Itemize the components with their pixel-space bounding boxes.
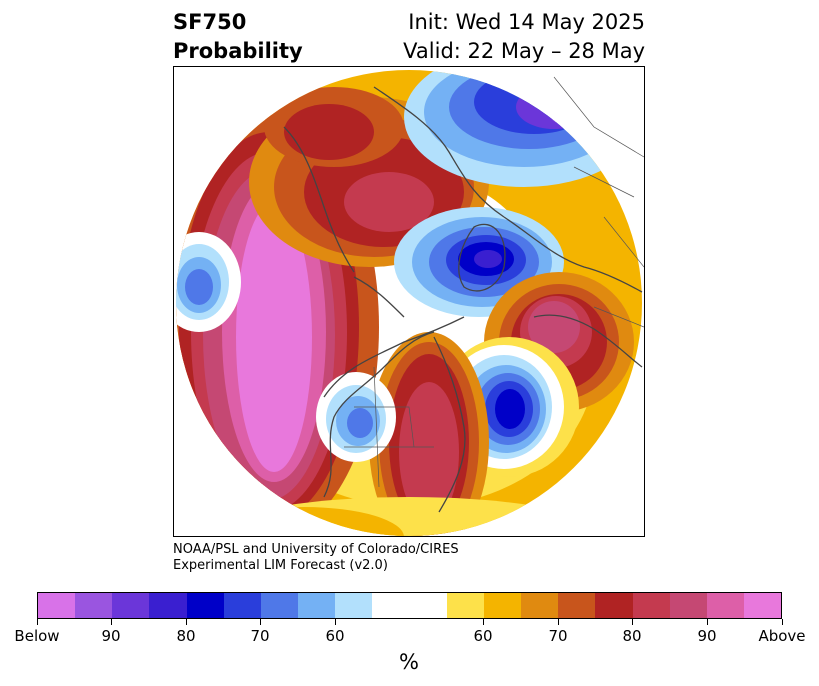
colorbar-tick [110, 619, 112, 625]
colorbar-tick-label: 60 [325, 627, 345, 645]
map-title: SF750 Probability [173, 8, 303, 66]
colorbar-segment [223, 593, 261, 618]
colorbar-segment [446, 593, 484, 618]
colorbar-segment [335, 593, 373, 618]
forecast-dates: Init: Wed 14 May 2025 Valid: 22 May – 28… [403, 8, 645, 66]
probability-field [176, 70, 642, 536]
credit-line-1: NOAA/PSL and University of Colorado/CIRE… [173, 542, 459, 557]
polar-map [173, 66, 645, 537]
colorbar-segment [632, 593, 670, 618]
colorbar-tick-label: Below [14, 627, 60, 645]
colorbar-tick [36, 619, 38, 625]
colorbar-tick [781, 619, 783, 625]
colorbar-segment [260, 593, 299, 618]
colorbar-segment [521, 593, 559, 618]
colorbar-segment [149, 593, 187, 618]
colorbar-segment [595, 593, 633, 618]
colorbar-tick-label: 70 [250, 627, 270, 645]
init-date: Init: Wed 14 May 2025 [408, 10, 645, 34]
title-variable: SF750 [173, 10, 247, 34]
colorbar-tick [706, 619, 708, 625]
borders [344, 76, 644, 488]
colorbar-tick-label: 60 [473, 627, 493, 645]
colorbar-segment [112, 593, 150, 618]
probability-colorbar [37, 592, 782, 619]
colorbar-segment [186, 593, 224, 618]
colorbar-tick-label: 80 [622, 627, 642, 645]
colorbar-tick-label: 80 [176, 627, 196, 645]
colorbar-tick [557, 619, 559, 625]
colorbar-tick [631, 619, 633, 625]
colorbar-segment [669, 593, 707, 618]
colorbar-segment [558, 593, 596, 618]
credit-line-2: Experimental LIM Forecast (v2.0) [173, 558, 388, 573]
probability-map-svg [176, 70, 644, 536]
valid-range: Valid: 22 May – 28 May [403, 39, 645, 63]
colorbar-unit: % [399, 650, 419, 674]
colorbar-tick [185, 619, 187, 625]
colorbar-tick [259, 619, 261, 625]
credit-text: NOAA/PSL and University of Colorado/CIRE… [173, 542, 459, 574]
coastlines [283, 86, 643, 513]
colorbar-segment [483, 593, 522, 618]
colorbar-tick-label: Above [758, 627, 806, 645]
colorbar-tick [482, 619, 484, 625]
title-metric: Probability [173, 39, 303, 63]
colorbar-segment [38, 593, 76, 618]
colorbar-tick-label: 90 [101, 627, 121, 645]
colorbar-segment [298, 593, 336, 618]
colorbar-segment [743, 593, 782, 618]
colorbar-tick-label: 90 [697, 627, 717, 645]
colorbar-tick-label: 70 [548, 627, 568, 645]
colorbar-segment [706, 593, 744, 618]
colorbar-segment [409, 593, 447, 618]
colorbar-segment [372, 593, 410, 618]
colorbar-segment [75, 593, 113, 618]
colorbar-tick [334, 619, 336, 625]
